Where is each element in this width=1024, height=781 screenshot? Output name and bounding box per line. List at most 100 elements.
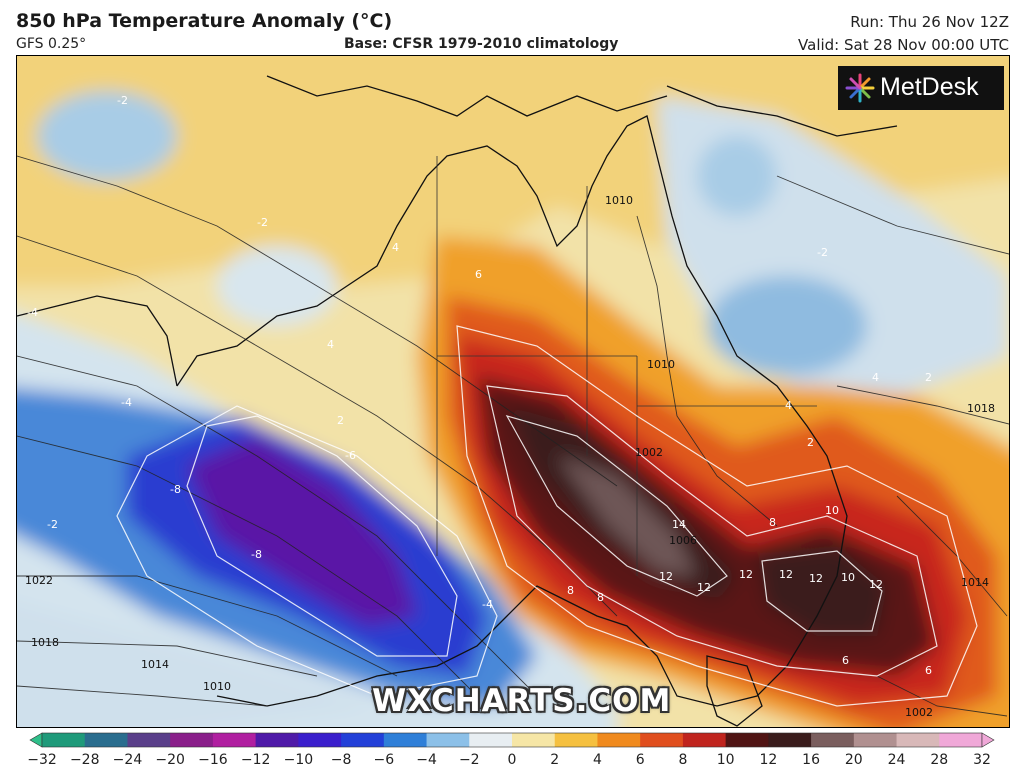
anomaly-label: 2 [807, 436, 814, 449]
colorbar-tick-label: 12 [759, 752, 778, 768]
colorbar-tick-label: 8 [678, 752, 688, 768]
model-label: GFS 0.25° [16, 36, 87, 52]
isobar-9 [776, 175, 1009, 255]
colorbar-cell [341, 733, 385, 747]
contour-6 [456, 325, 978, 707]
isobars [17, 155, 1009, 717]
metdesk-logo: MetDesk [838, 66, 1004, 110]
anomaly-label: -2 [257, 216, 268, 229]
timor-coast [266, 75, 668, 117]
colorbar-cell [939, 733, 983, 747]
colorbar-tick-label: 4 [592, 752, 602, 768]
colorbar-cell [682, 733, 727, 747]
anomaly-label: 4 [872, 371, 879, 384]
isobar-5 [17, 575, 398, 677]
map-svg: -2 -2 -2 -4 -4 -6 -8 -8 -4 -2 2 2 4 4 4 … [17, 56, 1009, 727]
colorbar-cell [768, 733, 812, 747]
isobar-12 [876, 675, 1008, 717]
colorbar-tick-label: −4 [416, 752, 437, 768]
isobar-label: 1010 [605, 194, 633, 207]
anomaly-label: -8 [170, 483, 181, 496]
colorbar-cell [853, 733, 898, 747]
west-coast [17, 295, 178, 387]
png-coast [666, 85, 898, 137]
anomaly-contours [116, 325, 978, 707]
isobar-label: 1002 [635, 446, 663, 459]
anomaly-label: 12 [779, 568, 793, 581]
anomaly-label: 12 [659, 570, 673, 583]
isobar-label: 1010 [203, 680, 231, 693]
isobar-label: 1002 [905, 706, 933, 719]
anomaly-label: -4 [121, 396, 132, 409]
chart-header: 850 hPa Temperature Anomaly (°C) GFS 0.2… [0, 0, 1024, 56]
colorbar-cell [469, 733, 513, 747]
colorbar-cell [170, 733, 214, 747]
contour-12a [505, 415, 728, 597]
anomaly-label: 8 [769, 516, 776, 529]
colorbar-cell [512, 733, 556, 747]
field-grey-core [557, 456, 697, 576]
colorbar-tick-label: 28 [930, 752, 949, 768]
anomaly-label: 10 [825, 504, 839, 517]
wxcharts-watermark: WXCHARTS.COM [372, 683, 672, 719]
colorbar-tick-label: 10 [716, 752, 735, 768]
isobar-label: 1018 [31, 636, 59, 649]
logo-text: MetDesk [880, 73, 979, 101]
colorbar-tick-label: −2 [458, 752, 480, 768]
colorbar-cell [127, 733, 171, 747]
coastlines [17, 75, 898, 727]
colorbar-cell [212, 733, 257, 747]
colorbar-cell [554, 733, 598, 747]
climatology-base-label: Base: CFSR 1979-2010 climatology [344, 36, 619, 52]
field-ne-blue [707, 276, 867, 376]
colorbar-cell [42, 733, 86, 747]
colorbar-tick-label: −28 [69, 752, 100, 768]
anomaly-label: 6 [475, 268, 482, 281]
isobar-11 [896, 495, 1008, 617]
colorbar-tick-label: 0 [507, 752, 517, 768]
anomaly-label: -4 [482, 598, 493, 611]
isobar-label: 1018 [967, 402, 995, 415]
colorbar-tick-label: 2 [550, 752, 560, 768]
tasmania-coast [706, 655, 763, 727]
colorbar [0, 730, 1024, 781]
anomaly-label: 10 [841, 571, 855, 584]
contour-minus8 [186, 415, 458, 657]
run-time-label: Run: Thu 26 Nov 12Z [850, 13, 1009, 31]
colorbar-tick-label: −10 [283, 752, 314, 768]
isobar-7 [17, 685, 268, 707]
anomaly-label: 14 [672, 518, 686, 531]
colorbar-tick-label: 20 [844, 752, 863, 768]
colorbar-cell [426, 733, 470, 747]
isobar-label: 1014 [961, 576, 989, 589]
field-south-pale [17, 601, 377, 727]
field-nw-blue [37, 91, 177, 181]
isobar-3 [17, 355, 538, 697]
anomaly-label: 12 [739, 568, 753, 581]
colorbar-cell [84, 733, 128, 747]
field-dark-core2 [757, 546, 887, 636]
colorbar-tick-label: 6 [635, 752, 645, 768]
colorbar-cell [725, 733, 769, 747]
anomaly-field [17, 56, 1009, 727]
colorbar-tick-label: −12 [240, 752, 271, 768]
contour-minus6 [116, 405, 498, 697]
anomaly-label: 2 [925, 371, 932, 384]
isobar-label: 1010 [647, 358, 675, 371]
colorbar-cell [597, 733, 641, 747]
chart-title: 850 hPa Temperature Anomaly (°C) [16, 10, 393, 32]
colorbar-svg [29, 732, 995, 748]
anomaly-label: -4 [27, 306, 38, 319]
isobar-1 [17, 155, 618, 487]
isobar-label: 1014 [141, 658, 169, 671]
colorbar-left-arrow [29, 732, 43, 748]
state-borders [436, 156, 817, 576]
anomaly-label: 8 [597, 591, 604, 604]
anomaly-label: -2 [117, 94, 128, 107]
contour-8 [486, 385, 938, 677]
anomaly-label: 4 [327, 338, 334, 351]
colorbar-cells [29, 732, 995, 748]
colorbar-tick-label: −16 [198, 752, 228, 768]
colorbar-tick-label: 24 [887, 752, 906, 768]
isobar-4 [17, 435, 478, 697]
